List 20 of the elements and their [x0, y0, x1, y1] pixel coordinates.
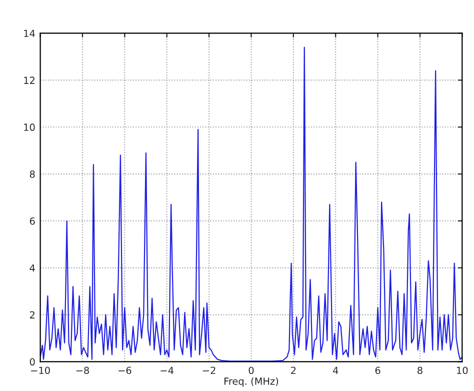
x-tick-label: −6: [118, 366, 132, 374]
x-tick-label: 0: [248, 366, 254, 374]
y-tick-label: 8: [30, 170, 35, 178]
x-tick-label: 8: [418, 366, 422, 374]
y-tick-label: 6: [30, 217, 35, 225]
y-tick-label: 14: [24, 30, 35, 37]
y-tick-label: 2: [30, 311, 34, 318]
x-tick-label: −8: [76, 366, 89, 374]
x-tick-label: −10: [31, 366, 50, 374]
y-tick-label: 12: [24, 76, 34, 84]
x-axis-title: Freq. (MHz): [224, 377, 278, 387]
x-tick-label: 4: [332, 366, 338, 374]
y-tick-label: 4: [30, 264, 35, 272]
y-tick-label: 10: [24, 124, 35, 131]
x-tick-label: 2: [291, 366, 296, 374]
x-tick-label: 6: [375, 366, 380, 374]
x-tick-label: −4: [160, 366, 174, 374]
x-tick-label: −2: [202, 366, 216, 374]
y-tick-label: 0: [30, 358, 35, 366]
x-tick-label: 10: [457, 366, 468, 374]
